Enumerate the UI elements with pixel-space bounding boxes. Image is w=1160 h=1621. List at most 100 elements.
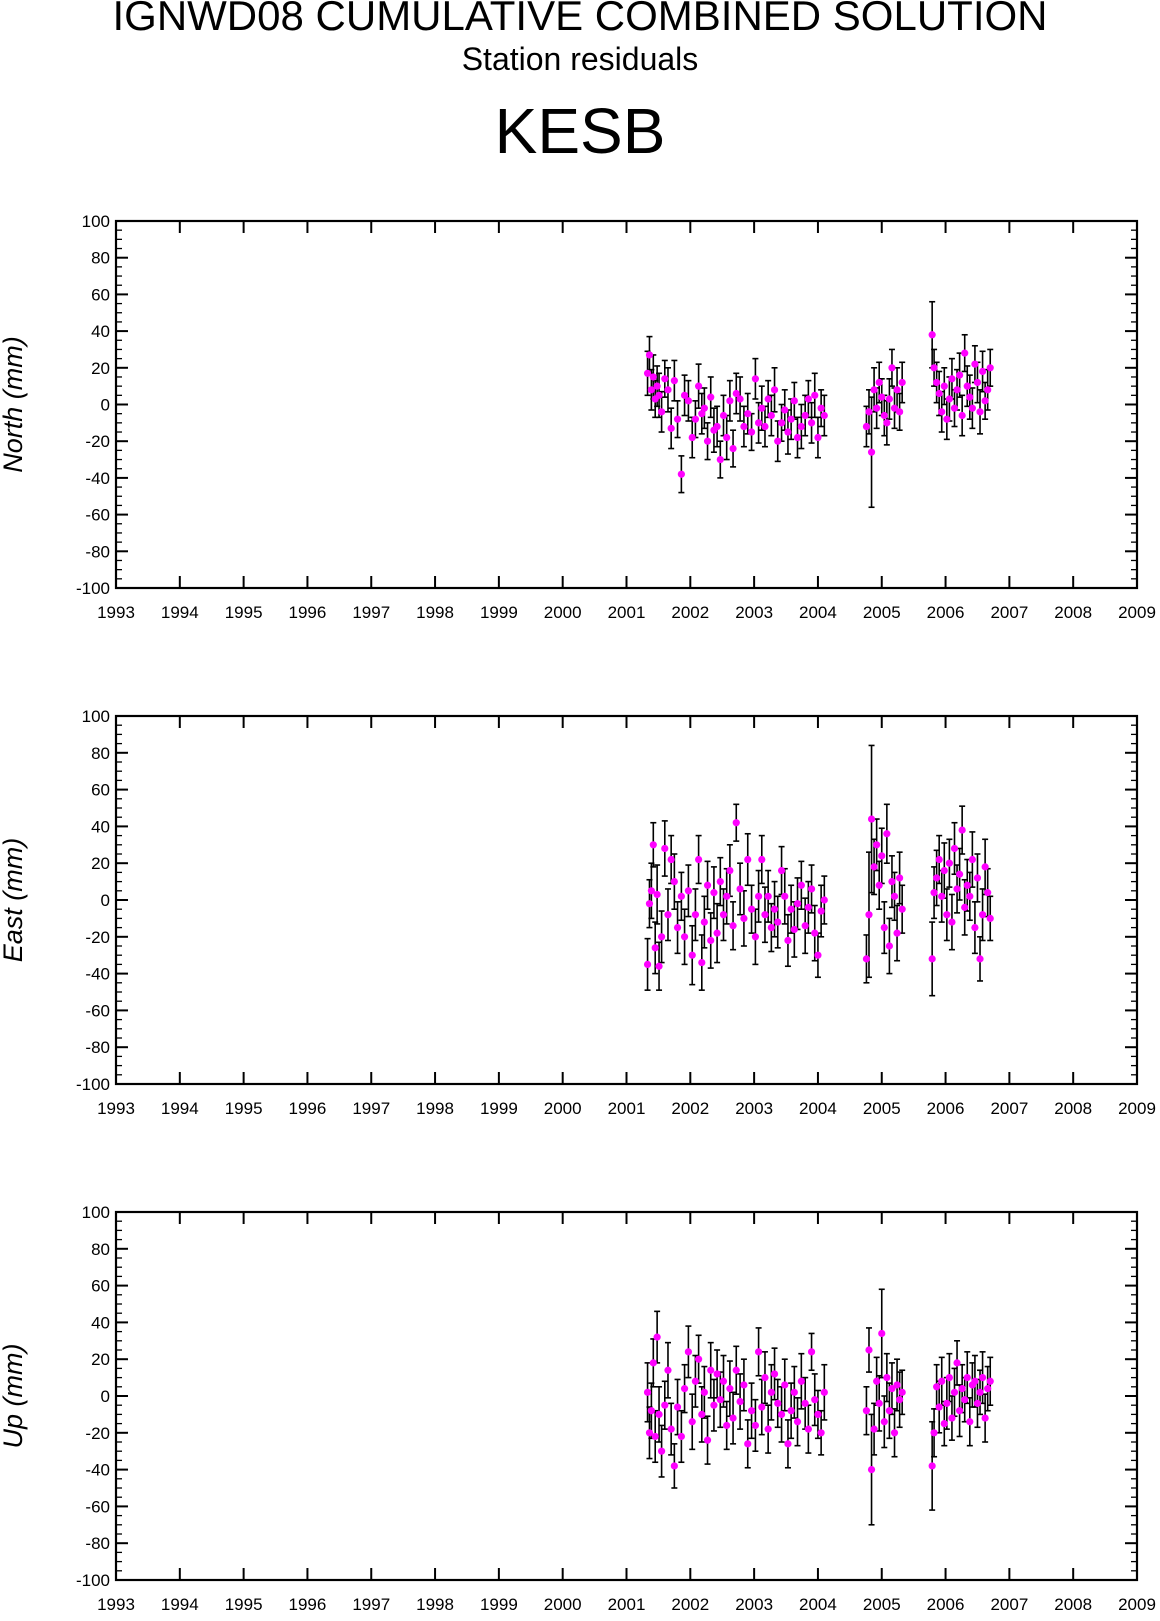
- data-point: [790, 397, 798, 405]
- x-tick-label: 2007: [990, 603, 1028, 622]
- x-tick-label: 2008: [1054, 1595, 1092, 1614]
- data-point: [695, 1355, 703, 1363]
- data-point: [754, 892, 763, 900]
- x-tick-label: 2004: [799, 603, 837, 622]
- data-point: [797, 881, 805, 889]
- data-point: [764, 395, 772, 403]
- data-point: [870, 1425, 878, 1433]
- y-tick-label: 20: [91, 1350, 110, 1369]
- x-tick-label: 2002: [671, 603, 709, 622]
- data-point: [935, 389, 943, 398]
- series-points: [643, 744, 994, 997]
- data-point: [950, 1388, 959, 1396]
- data-point: [777, 419, 786, 427]
- data-point: [736, 395, 744, 403]
- y-tick-label: -80: [85, 1038, 110, 1057]
- data-point: [820, 896, 828, 904]
- y-tick-label: -80: [85, 1534, 110, 1553]
- data-point: [684, 397, 692, 405]
- panel-2: 100 80 60 40 20 0 -20 -40 -60 -80 -100 1993 1994 1995…: [0, 707, 1156, 1118]
- data-point: [862, 955, 871, 963]
- data-point: [984, 386, 992, 394]
- data-point: [670, 1462, 678, 1470]
- data-point: [726, 866, 734, 875]
- data-point: [647, 887, 655, 895]
- data-point: [880, 411, 888, 420]
- data-point: [758, 1403, 766, 1411]
- data-point: [747, 905, 756, 913]
- data-point: [698, 1410, 706, 1418]
- data-point: [781, 892, 789, 900]
- data-point: [784, 1440, 792, 1448]
- data-point: [797, 1377, 805, 1385]
- plot-frame: [114, 219, 1139, 590]
- data-point: [729, 444, 737, 453]
- data-point: [680, 391, 689, 399]
- y-tick-label: 80: [91, 249, 110, 268]
- data-point: [764, 1425, 772, 1433]
- data-point: [976, 408, 984, 416]
- data-point: [770, 1370, 779, 1378]
- data-point: [870, 386, 878, 394]
- data-point: [978, 1374, 987, 1382]
- data-point: [893, 386, 901, 394]
- data-point: [862, 1407, 871, 1415]
- data-point: [723, 1421, 731, 1430]
- data-point: [968, 855, 976, 864]
- y-tick-label: -100: [76, 1571, 110, 1590]
- data-point: [953, 1359, 961, 1367]
- data-point: [710, 889, 718, 897]
- y-tick-label: -60: [85, 1001, 110, 1020]
- y-tick-label: 60: [91, 1277, 110, 1296]
- data-point: [740, 422, 748, 431]
- plot-frame: [114, 1210, 1139, 1582]
- data-point: [770, 386, 779, 394]
- panel-1: 100 80 60 40 20 0 -20 -40 -60 -80 -100 1993 1994 1995…: [0, 212, 1156, 622]
- data-point: [649, 841, 657, 849]
- data-point: [754, 1348, 763, 1356]
- data-point: [736, 885, 744, 893]
- data-point: [667, 424, 675, 432]
- data-point: [898, 378, 906, 387]
- y-tick-label: -60: [85, 506, 110, 525]
- data-point: [898, 905, 906, 913]
- data-point: [657, 408, 666, 416]
- data-point: [961, 349, 969, 357]
- data-point: [751, 933, 760, 941]
- data-point: [744, 1440, 752, 1448]
- x-tick-label: 1993: [97, 603, 135, 622]
- x-tick-label: 2006: [927, 603, 965, 622]
- data-point: [938, 1377, 946, 1385]
- x-tick-label: 2006: [927, 1099, 965, 1118]
- y-tick-label: -40: [85, 469, 110, 488]
- data-point: [673, 1403, 682, 1411]
- data-point: [684, 887, 692, 895]
- data-point: [968, 404, 976, 412]
- data-point: [784, 936, 792, 945]
- data-point: [938, 408, 946, 416]
- data-point: [950, 844, 959, 853]
- data-point: [811, 391, 819, 399]
- data-point: [976, 955, 984, 963]
- data-point: [707, 1366, 715, 1374]
- data-point: [677, 1432, 685, 1441]
- x-tick-label: 2003: [735, 603, 773, 622]
- data-point: [700, 404, 708, 412]
- data-point: [896, 408, 904, 416]
- data-point: [719, 411, 728, 420]
- x-tick-label: 1997: [352, 1099, 390, 1118]
- data-point: [943, 911, 951, 919]
- data-point: [758, 855, 766, 864]
- data-point: [888, 364, 896, 372]
- x-tick-label: 1998: [416, 603, 454, 622]
- data-point: [793, 433, 802, 442]
- data-point: [649, 1359, 657, 1367]
- data-point: [710, 1401, 718, 1409]
- x-tick-label: 2004: [799, 1595, 837, 1614]
- data-point: [793, 900, 802, 908]
- data-point: [770, 905, 779, 913]
- data-point: [935, 1403, 943, 1411]
- data-point: [764, 892, 772, 900]
- x-tick-label: 1998: [416, 1595, 454, 1614]
- data-point: [667, 1425, 675, 1433]
